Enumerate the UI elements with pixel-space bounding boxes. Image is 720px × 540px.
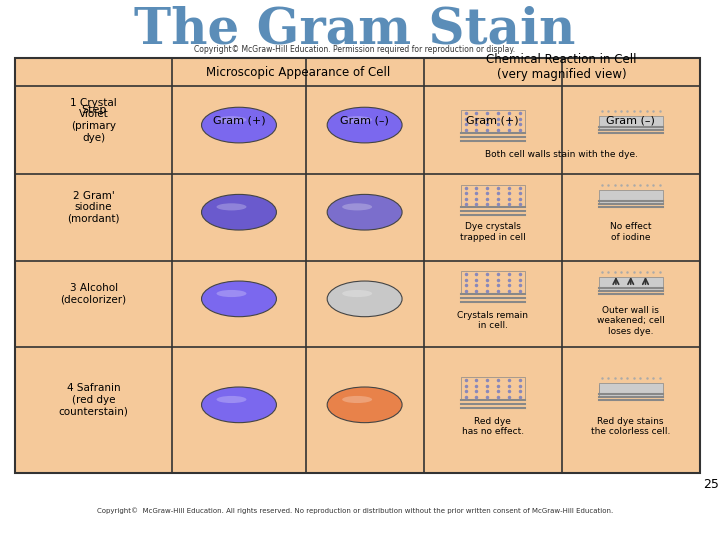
Text: 25: 25 [703,477,719,491]
Ellipse shape [327,194,402,230]
Ellipse shape [202,281,276,316]
Ellipse shape [327,281,402,316]
Ellipse shape [217,290,246,297]
Bar [599,190,662,204]
Text: 2 Gram'
siodine
(mordant): 2 Gram' siodine (mordant) [68,191,120,224]
Text: 1 Crystal
Violet
(primary
dye): 1 Crystal Violet (primary dye) [71,98,117,143]
Ellipse shape [217,203,246,211]
Bar [599,277,662,290]
Text: Dye crystals
trapped in cell: Dye crystals trapped in cell [460,222,526,242]
Text: Gram (+): Gram (+) [212,115,265,125]
Polygon shape [15,58,700,472]
Bar [461,377,525,400]
Text: The Gram Stain: The Gram Stain [134,5,575,55]
Text: Outer wall is
weakened; cell
loses dye.: Outer wall is weakened; cell loses dye. [597,306,665,335]
Bar [461,110,525,133]
Ellipse shape [327,387,402,423]
Bar [599,116,662,129]
Bar [461,185,525,207]
Ellipse shape [342,290,372,297]
Ellipse shape [217,396,246,403]
Bar [599,385,662,393]
Text: Microscopic Appearance of Cell: Microscopic Appearance of Cell [206,65,390,79]
Text: Chemical Reaction in Cell
(very magnified view): Chemical Reaction in Cell (very magnifie… [487,53,637,81]
Bar [461,271,525,294]
Text: 3 Alcohol
(decolorizer): 3 Alcohol (decolorizer) [60,283,127,305]
Text: Copyright© McGraw-Hill Education. Permission required for reproduction or displa: Copyright© McGraw-Hill Education. Permis… [194,45,516,55]
Text: Red dye stains
the colorless cell.: Red dye stains the colorless cell. [591,417,670,436]
Bar [599,383,662,396]
Ellipse shape [327,107,402,143]
Ellipse shape [342,396,372,403]
Text: Gram (–): Gram (–) [606,115,655,125]
Text: 4 Safranin
(red dye
counterstain): 4 Safranin (red dye counterstain) [59,383,129,416]
Ellipse shape [202,107,276,143]
Ellipse shape [342,203,372,211]
Ellipse shape [202,387,276,423]
Text: Step: Step [81,105,107,115]
Text: Copyright©  McGraw-Hill Education. All rights reserved. No reproduction or distr: Copyright© McGraw-Hill Education. All ri… [96,507,613,514]
Text: Both cell walls stain with the dye.: Both cell walls stain with the dye. [485,150,638,159]
Text: Gram (–): Gram (–) [340,115,389,125]
Text: No effect
of iodine: No effect of iodine [610,222,652,242]
Ellipse shape [342,116,372,123]
Text: Red dye
has no effect.: Red dye has no effect. [462,417,524,436]
Ellipse shape [202,194,276,230]
Text: Crystals remain
in cell.: Crystals remain in cell. [457,311,528,330]
Ellipse shape [217,116,246,123]
Text: Gram (+): Gram (+) [467,115,519,125]
